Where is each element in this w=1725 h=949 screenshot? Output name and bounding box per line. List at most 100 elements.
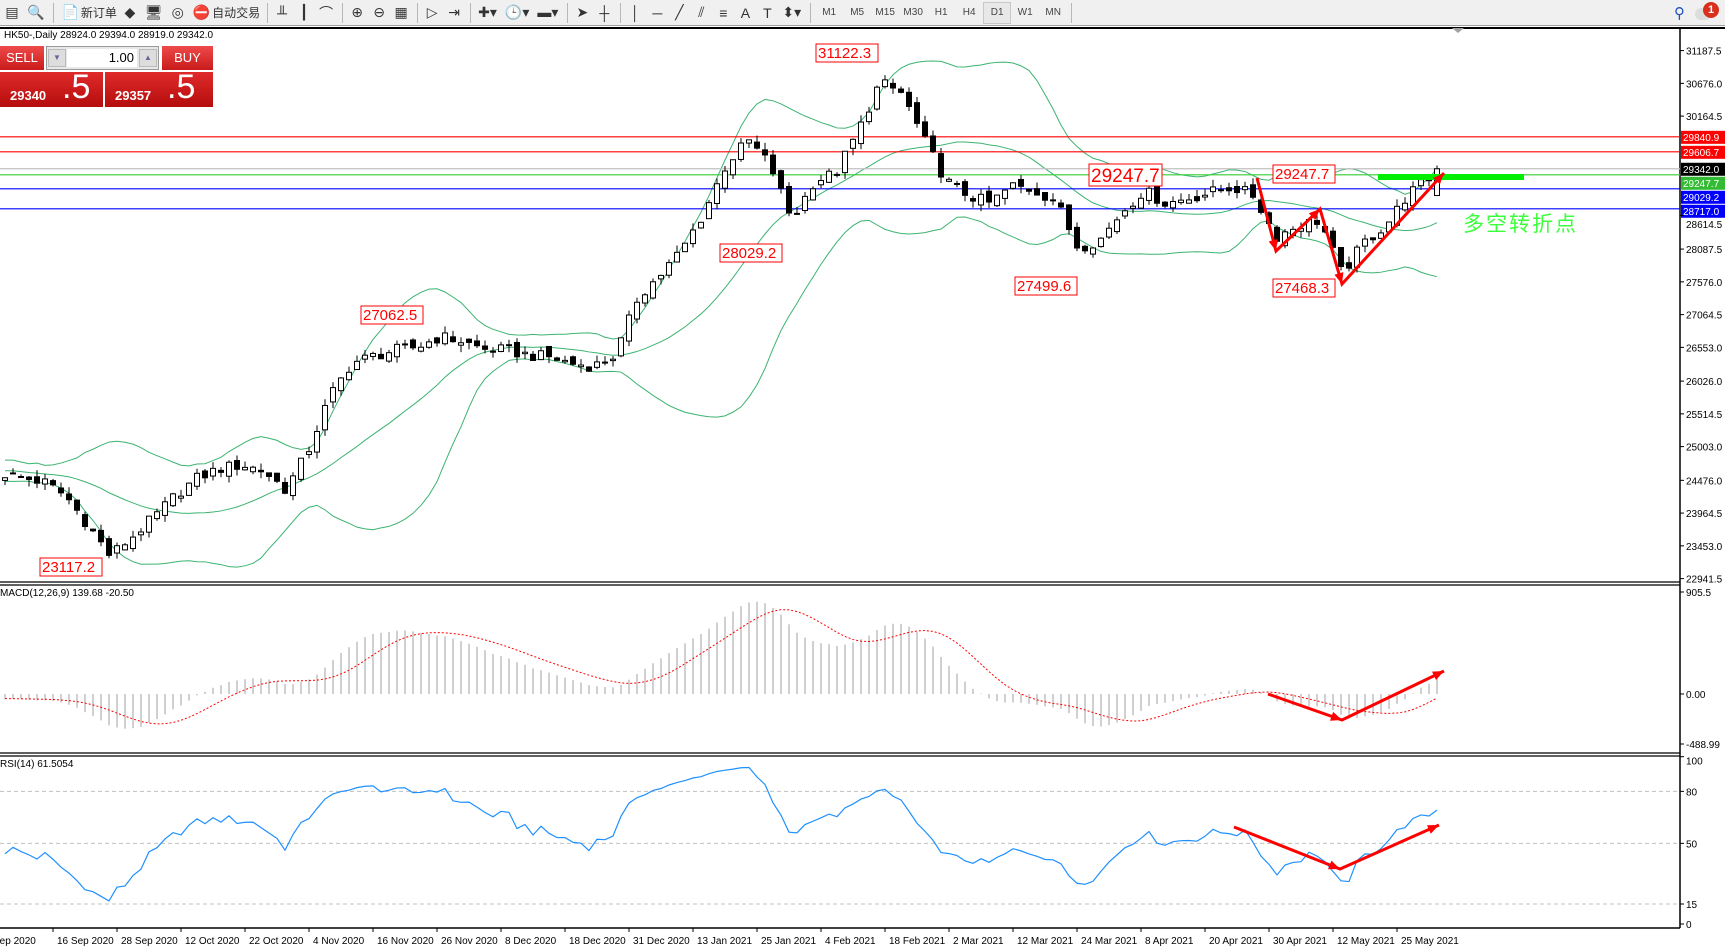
timeframe-d1[interactable]: D1: [983, 1, 1012, 24]
lot-decrease-button[interactable]: ▼: [48, 49, 66, 67]
bullish-candle: [1362, 238, 1368, 247]
buy-button[interactable]: BUY: [162, 46, 213, 70]
notifications-button[interactable]: 1: [1695, 2, 1719, 24]
toolbar-separator: [342, 2, 344, 23]
macd-axis-label: 905.5: [1686, 588, 1711, 599]
indicators-icon[interactable]: ✚▾: [475, 2, 502, 24]
bearish-candle: [938, 153, 944, 178]
macd-axis-label: -488.99: [1686, 740, 1720, 751]
templates-icon[interactable]: ▬▾: [534, 2, 563, 24]
bearish-candle: [1274, 226, 1280, 242]
bearish-candle: [474, 340, 480, 347]
zoom-out-icon[interactable]: ⊖: [369, 2, 391, 24]
bullish-candle: [730, 159, 736, 176]
price-line-label: 29840.9: [1683, 133, 1720, 144]
bearish-candle: [602, 361, 608, 364]
price-line-label-bg: [1681, 130, 1725, 144]
bearish-candle: [50, 480, 56, 486]
market-watch-icon[interactable]: 🔍: [24, 2, 49, 24]
new-order-button[interactable]: 📄 新订单: [58, 2, 119, 24]
vertical-line-icon[interactable]: │: [625, 2, 647, 24]
bullish-candle: [458, 342, 464, 346]
bullish-candle: [994, 194, 1000, 207]
price-axis-label: 25003.0: [1686, 443, 1723, 454]
buy-price-box[interactable]: 29357 .5: [105, 68, 213, 107]
auto-trading-icon: ⛔: [192, 4, 211, 20]
chart-shift-icon[interactable]: ⇥: [444, 2, 466, 24]
bearish-candle: [490, 350, 496, 353]
trendline-icon[interactable]: ╱: [669, 2, 691, 24]
signals-icon[interactable]: ◎: [168, 2, 190, 24]
bearish-candle: [402, 343, 408, 346]
bullish-candle: [1010, 182, 1016, 189]
timeframe-h1[interactable]: H1: [934, 7, 948, 18]
price-pane: [0, 43, 1680, 577]
lot-increase-button[interactable]: ▲: [139, 49, 157, 67]
date-axis-label: 8 Apr 2021: [1145, 936, 1194, 947]
macd-signal-line: [4, 609, 1438, 725]
bar-chart-icon[interactable]: ╨: [272, 2, 294, 24]
date-axis-label: 2 Mar 2021: [953, 936, 1004, 947]
price-label: 28029.2: [722, 245, 776, 262]
bullish-candle: [146, 515, 152, 533]
timeframe-w1[interactable]: W1: [1017, 7, 1033, 18]
lot-size-stepper[interactable]: ▼ 1.00 ▲: [46, 46, 159, 70]
timeframe-h4[interactable]: H4: [962, 7, 976, 18]
bullish-candle: [178, 495, 184, 499]
search-icon[interactable]: ⚲: [1674, 5, 1685, 22]
bullish-candle: [10, 472, 16, 475]
timeframe-m1[interactable]: M1: [822, 7, 837, 18]
sell-button[interactable]: SELL: [0, 46, 44, 70]
timeframe-m5[interactable]: M5: [850, 7, 865, 18]
bullish-candle: [1002, 189, 1008, 199]
arrows-icon[interactable]: ⬍▾: [779, 2, 806, 24]
line-chart-icon[interactable]: ⌒: [316, 2, 338, 24]
bullish-candle: [562, 359, 568, 363]
bearish-candle: [1338, 247, 1344, 268]
crosshair-icon[interactable]: ┼: [594, 2, 616, 24]
bullish-candle: [594, 361, 600, 368]
horizontal-line-icon[interactable]: ─: [647, 2, 669, 24]
date-axis-label: 20 Apr 2021: [1209, 936, 1263, 947]
timeframe-m15[interactable]: M15: [875, 7, 895, 18]
auto-trading-button[interactable]: ⛔ 自动交易: [190, 2, 263, 24]
one-click-trading-panel: SELL ▼ 1.00 ▲ BUY 29340 .5 29357 .5: [0, 46, 213, 107]
bearish-candle: [1250, 184, 1256, 198]
line-chart-icon: ⌒: [319, 4, 334, 21]
price-line-label-bg: [1681, 190, 1725, 204]
zoom-in-icon[interactable]: ⊕: [347, 2, 369, 24]
terminal-icon[interactable]: 🖥: [142, 2, 168, 24]
bollinger-lower-band: [4, 216, 1438, 568]
bullish-candle: [1418, 179, 1424, 187]
meta-editor-icon[interactable]: ◆: [120, 2, 142, 24]
bullish-candle: [370, 352, 376, 357]
bullish-candle: [194, 472, 200, 487]
crosshair-icon: ┼: [599, 4, 610, 21]
rsi-trend-arrow: [1233, 823, 1440, 871]
price-line-label: 28717.0: [1683, 207, 1720, 218]
auto-scroll-icon[interactable]: ▷: [422, 2, 444, 24]
profiles-icon[interactable]: ▤: [2, 2, 24, 24]
candlestick-chart-icon[interactable]: ┃: [294, 2, 316, 24]
lot-size-input[interactable]: 1.00: [67, 49, 137, 67]
bearish-candle: [506, 344, 512, 347]
price-axis-label: 23964.5: [1686, 509, 1723, 520]
timeframe-mn[interactable]: MN: [1045, 7, 1061, 18]
text-icon[interactable]: A: [735, 2, 757, 24]
toolbar: ▤ 🔍 📄 新订单 ◆ 🖥 ◎ ⛔ 自动交易 ╨ ┃ ⌒ ⊕ ⊖ ▦ ▷ ⇥ ✚▾ 🕒▾ ▬▾ ➤ ┼ │ ─ ╱ ⫽ ≡ A T ⬍▾ M…: [0, 0, 1725, 26]
toolbar-separator: [470, 2, 472, 23]
fibonacci-icon[interactable]: ≡: [713, 2, 735, 24]
bullish-candle: [186, 482, 192, 496]
periods-icon[interactable]: 🕒▾: [502, 2, 534, 24]
bullish-candle: [522, 351, 528, 355]
tile-windows-icon[interactable]: ▦: [391, 2, 413, 24]
equidistant-channel-icon[interactable]: ⫽: [691, 2, 713, 24]
cursor-icon[interactable]: ➤: [572, 2, 594, 24]
date-axis-label: 28 Sep 2020: [121, 936, 178, 947]
timeframe-m30[interactable]: M30: [903, 7, 923, 18]
text-label-icon[interactable]: T: [757, 2, 779, 24]
bearish-candle: [1314, 219, 1320, 225]
sell-price-box[interactable]: 29340 .5: [0, 68, 103, 107]
bullish-candle: [1090, 247, 1096, 255]
